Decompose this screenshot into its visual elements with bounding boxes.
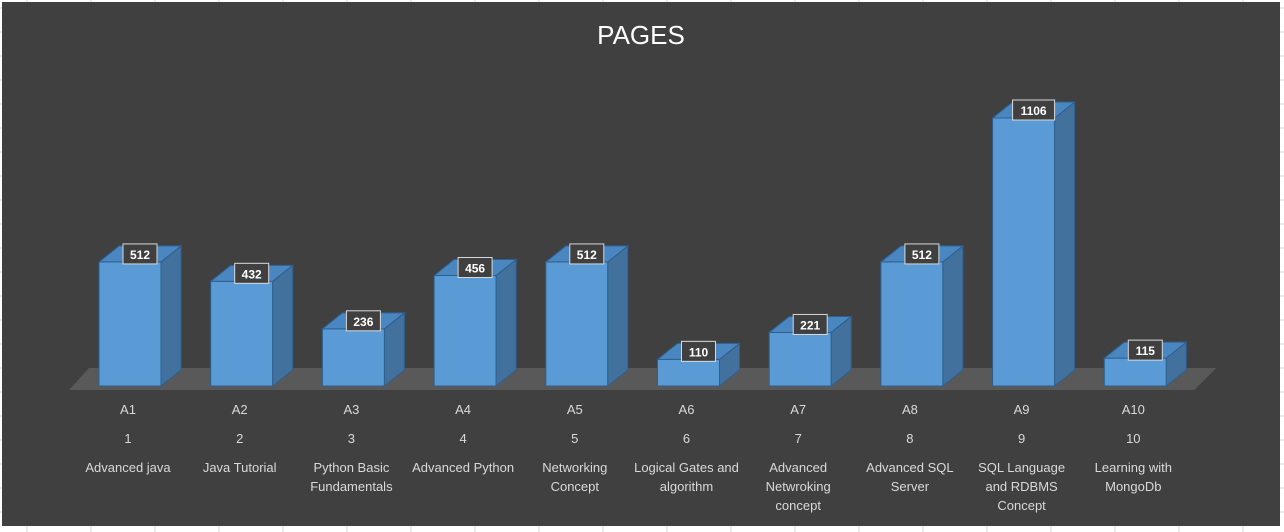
category-name-label: SQL Language and RDBMS Concept xyxy=(978,460,1066,513)
category-id-label: A9 xyxy=(1013,402,1030,417)
category-number-label: 9 xyxy=(1017,431,1026,446)
bar-front xyxy=(768,331,832,387)
bar-front xyxy=(1103,357,1167,387)
category-number-label: 5 xyxy=(571,431,579,446)
svg-text:512: 512 xyxy=(912,248,932,262)
category-name-label: Advanced Netwroking concept xyxy=(765,460,831,513)
bar-front xyxy=(657,358,720,387)
svg-text:512: 512 xyxy=(130,248,150,262)
bar-A1[interactable] xyxy=(97,244,183,388)
category-id-label: A1 xyxy=(120,402,136,417)
category-id-label: A4 xyxy=(455,402,472,417)
bar-front xyxy=(98,261,162,387)
category-id-label: A7 xyxy=(790,402,807,417)
data-label: 115 xyxy=(1127,339,1163,361)
bar-front xyxy=(321,328,385,387)
category-name-label: Networking Concept xyxy=(542,460,608,494)
data-label: 512 xyxy=(569,243,605,265)
bar-A3[interactable] xyxy=(320,311,406,388)
data-label: 512 xyxy=(122,243,158,265)
category-number-label: 10 xyxy=(1126,431,1141,446)
category-number-label: 2 xyxy=(236,431,244,446)
category-name-label: Python Basic Fundamentals xyxy=(310,460,393,494)
svg-text:110: 110 xyxy=(689,345,709,359)
bar-front xyxy=(992,117,1056,387)
category-id-label: A2 xyxy=(231,402,248,417)
data-label: 1106 xyxy=(1012,99,1056,121)
bar-side xyxy=(1054,100,1076,388)
svg-text:1106: 1106 xyxy=(1021,104,1047,118)
category-id-label: A8 xyxy=(901,402,918,417)
bar-front xyxy=(210,280,274,387)
category-number-label: 6 xyxy=(682,431,691,446)
svg-text:236: 236 xyxy=(353,315,373,329)
category-name-label: Java Tutorial xyxy=(202,460,277,475)
category-name-label: Advanced SQL Server xyxy=(866,460,954,494)
data-label: 432 xyxy=(234,262,270,284)
category-number-label: 1 xyxy=(124,431,132,446)
category-number-label: 3 xyxy=(347,431,355,446)
bar-A5[interactable] xyxy=(544,244,630,388)
category-number-label: 7 xyxy=(794,431,802,446)
category-name-label: Advanced Python xyxy=(412,460,515,475)
data-label: 236 xyxy=(345,310,381,332)
data-label: 456 xyxy=(457,257,493,279)
bar-A7[interactable] xyxy=(767,315,853,388)
bar-A10[interactable] xyxy=(1102,341,1188,388)
category-number-label: 4 xyxy=(459,431,467,446)
bar-A8[interactable] xyxy=(879,244,965,388)
data-label: 512 xyxy=(904,243,940,265)
category-number-label: 8 xyxy=(906,431,914,446)
svg-text:115: 115 xyxy=(1136,344,1156,358)
svg-text:456: 456 xyxy=(465,262,485,276)
svg-text:512: 512 xyxy=(577,248,597,262)
data-label: 221 xyxy=(792,313,828,335)
bar-side xyxy=(942,244,964,388)
svg-text:221: 221 xyxy=(800,318,820,332)
category-name-label: Logical Gates and algorithm xyxy=(634,460,739,494)
bar-side xyxy=(272,264,294,388)
bar-front xyxy=(880,261,944,387)
category-name-label: Advanced java xyxy=(85,460,171,475)
category-id-label: A10 xyxy=(1121,402,1145,417)
bar-A4[interactable] xyxy=(432,258,518,388)
category-id-label: A5 xyxy=(566,402,583,417)
bar-A9[interactable] xyxy=(991,100,1077,388)
data-label: 110 xyxy=(681,340,716,362)
category-name-label: Learning with MongoDb xyxy=(1094,460,1172,494)
svg-text:432: 432 xyxy=(242,267,262,281)
bar-front xyxy=(433,275,497,387)
bar-side xyxy=(160,244,182,388)
category-id-label: A6 xyxy=(678,402,695,417)
category-id-label: A3 xyxy=(343,402,360,417)
chart-title: PAGES xyxy=(597,20,685,50)
bar-side xyxy=(495,258,517,388)
bar-side xyxy=(607,244,629,388)
bar-front xyxy=(545,261,609,387)
